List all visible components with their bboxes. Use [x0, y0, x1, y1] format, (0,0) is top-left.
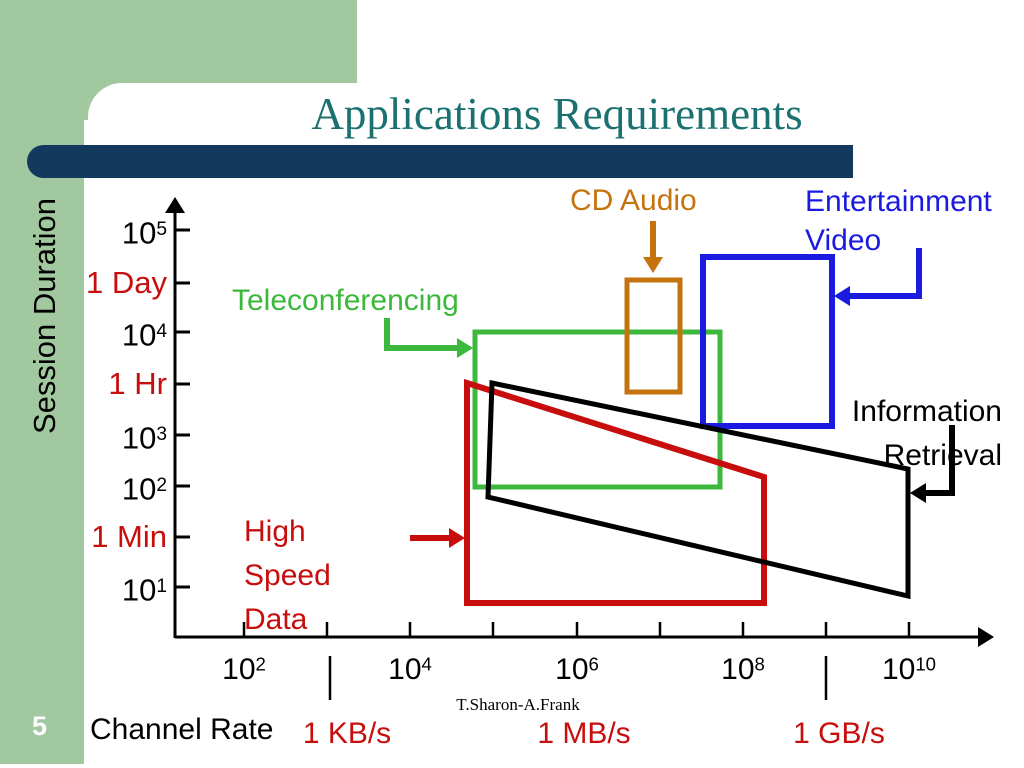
y-tick-label: 102: [121, 471, 167, 507]
high-speed-data-label: High Speed Data: [244, 515, 331, 636]
exponent: 5: [156, 219, 167, 240]
information-retrieval-label: Information Retrieval: [851, 395, 1002, 472]
x-rate-label: 1 GB/s: [793, 717, 885, 750]
exponent: 3: [156, 424, 167, 445]
x-tick-label: 1010: [881, 653, 937, 686]
x-tick-label: 108: [721, 653, 765, 686]
x-tick-label: 102: [222, 653, 266, 686]
x-axis-title: Channel Rate: [90, 713, 274, 746]
exponent: 2: [255, 653, 266, 675]
y-tick-label: 103: [121, 420, 167, 456]
exponent: 10: [915, 653, 937, 675]
entertainment-video-label: Entertainment Video: [805, 185, 992, 257]
x-rate-label: 1 KB/s: [302, 717, 392, 750]
attribution: T.Sharon-A.Frank: [456, 695, 580, 714]
exponent: 1: [156, 576, 167, 597]
y-tick-label: 105: [121, 215, 167, 251]
x-tick-label: 104: [388, 653, 432, 686]
x-rate-label: 1 MB/s: [537, 717, 631, 750]
y-tick-label: 101: [121, 572, 167, 608]
teleconferencing-label: Teleconferencing: [232, 284, 459, 317]
page-number: 5: [32, 711, 48, 741]
cd-audio-label: CD Audio: [570, 184, 697, 217]
exponent: 6: [588, 653, 599, 675]
y-tick-label: 1 Hr: [108, 366, 167, 401]
y-tick-label: 104: [121, 317, 167, 353]
y-tick-label: 1 Min: [91, 519, 167, 554]
exponent: 4: [156, 321, 167, 342]
y-tick-label: 1 Day: [86, 265, 167, 300]
sidebar-accent-strip: [0, 0, 84, 764]
exponent: 8: [754, 653, 765, 675]
x-tick-label: 106: [555, 653, 599, 686]
title-underline-bar: [27, 145, 853, 178]
exponent: 2: [156, 475, 167, 496]
exponent: 4: [421, 653, 432, 675]
page-title: Applications Requirements: [311, 89, 803, 139]
